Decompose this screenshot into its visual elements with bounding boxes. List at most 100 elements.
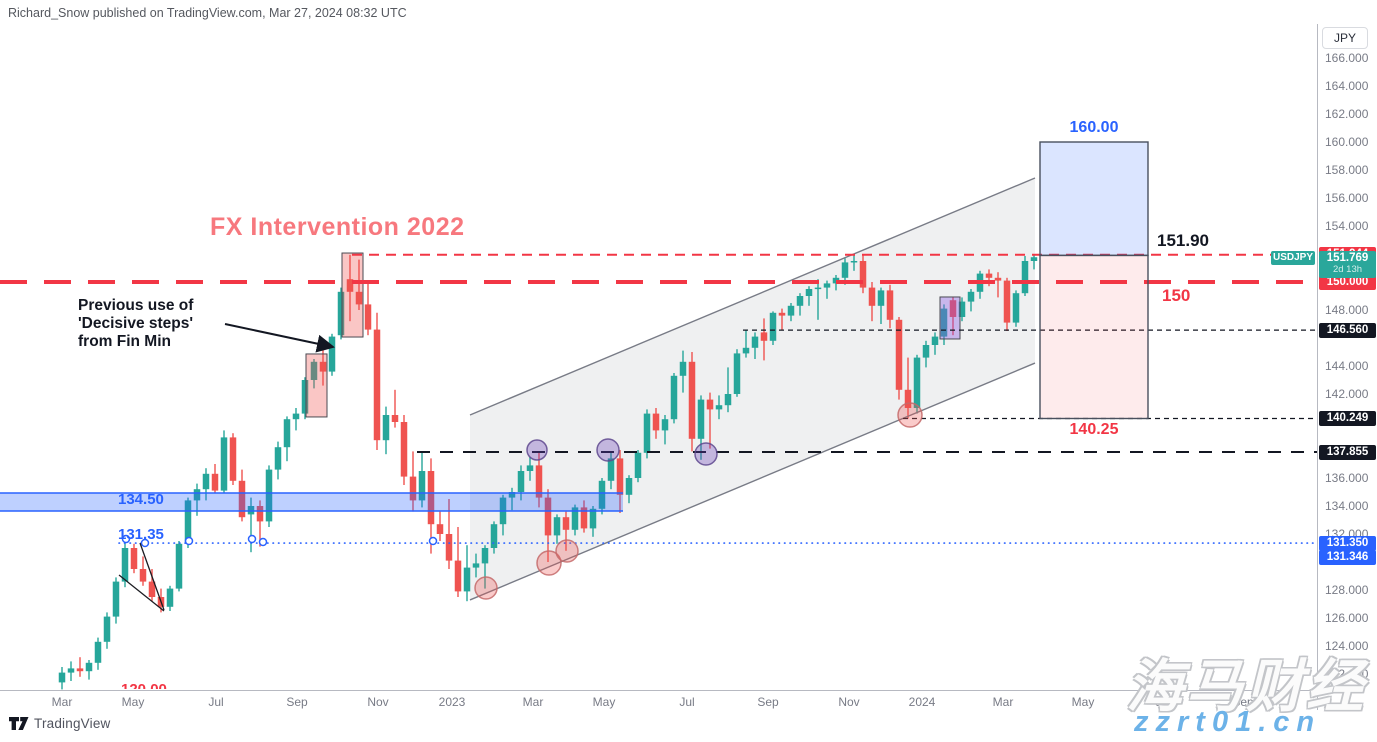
time-tick-Nov: Nov <box>367 695 389 709</box>
candle-body <box>661 419 669 431</box>
candle-body <box>553 517 561 536</box>
wedge-line <box>118 574 165 612</box>
candle-body <box>193 489 201 501</box>
price-tick: 142.000 <box>1325 387 1369 401</box>
candle-body <box>517 471 525 492</box>
candle-body <box>400 422 408 477</box>
time-tick-Mar: Mar <box>992 695 1014 709</box>
annotation-target-140-25: 140.25 <box>1069 421 1119 438</box>
line-handle-circle <box>258 537 268 547</box>
trend-channel-lower-line <box>469 362 1036 601</box>
candle-body <box>301 380 309 414</box>
annotation-level-151-90: 151.90 <box>1157 231 1209 250</box>
candle-body <box>1003 280 1011 323</box>
line-handle-circle <box>428 536 438 546</box>
candle-body <box>256 506 264 522</box>
price-tick: 160.000 <box>1325 135 1369 149</box>
price-label-131.350: 131.350 <box>1319 535 1376 551</box>
time-tick-Jul: Jul <box>679 695 695 709</box>
current-price-label: 151.769 2d 13h <box>1319 250 1376 278</box>
time-tick-Nov: Nov <box>838 695 860 709</box>
candle-body <box>733 353 741 394</box>
candle-body <box>292 413 300 420</box>
candle-body <box>571 507 579 530</box>
price-tick: 134.000 <box>1325 499 1369 513</box>
time-tick-2023: 2023 <box>438 695 466 709</box>
candle-body <box>220 437 228 491</box>
candle-body <box>769 312 777 341</box>
candle-body <box>580 507 588 529</box>
candle-body <box>562 517 570 530</box>
candle-body <box>202 473 210 490</box>
candle-body <box>526 465 534 471</box>
time-tick-Sep: Sep <box>286 695 308 709</box>
purple-touch-circle <box>596 438 620 462</box>
price-label-146.560: 146.560 <box>1319 322 1376 338</box>
candle-body <box>346 279 354 292</box>
line-handle-circle <box>184 536 194 546</box>
annotation-decisive-line1: Previous use of <box>78 297 194 314</box>
candle-body <box>166 588 174 607</box>
candle-body <box>904 389 912 408</box>
time-axis[interactable]: Mar May Jul Sep Nov 2023 Mar May Jul Sep Nov 2024 Ma… <box>0 690 1317 714</box>
candle-body <box>625 478 633 495</box>
candle-body <box>364 304 372 330</box>
candle-body <box>994 277 1002 281</box>
purple-touch-circle <box>694 442 718 466</box>
candle-body <box>706 399 714 410</box>
candle-body <box>58 672 66 683</box>
candle-body <box>967 291 975 302</box>
price-tick: 136.000 <box>1325 471 1369 485</box>
price-tick: 148.000 <box>1325 303 1369 317</box>
candle-body <box>697 399 705 439</box>
annotation-decisive-line3: from Fin Min <box>78 333 171 350</box>
candle-body <box>1021 261 1029 294</box>
candle-body <box>940 308 948 337</box>
candle-body <box>211 473 219 491</box>
current-price-value: 151.769 <box>1326 251 1369 264</box>
candle-body <box>112 581 120 617</box>
candle-body <box>373 329 381 441</box>
annotation-decisive-steps: Previous use of 'Decisive steps' from Fi… <box>78 297 193 351</box>
time-tick-May: May <box>121 695 145 709</box>
candle-body <box>103 616 111 642</box>
candle-body <box>985 273 993 278</box>
candle-body <box>319 361 327 372</box>
annotation-level-150: 150 <box>1162 286 1191 305</box>
tradingview-logo[interactable]: TradingView <box>8 716 111 731</box>
currency-button[interactable]: JPY <box>1322 27 1368 49</box>
publisher-line: Richard_Snow published on TradingView.co… <box>8 6 407 20</box>
candle-body <box>805 289 813 296</box>
time-tick-2024: 2024 <box>908 695 936 709</box>
annotation-line-131-35: 131.35 <box>118 526 164 543</box>
time-tick-Jul: Jul <box>1155 695 1171 709</box>
candle-body <box>1030 257 1038 261</box>
candle-body <box>121 548 129 582</box>
price-axis[interactable]: 166.000 164.000 162.000 160.000 158.000 156.0… <box>1317 24 1377 710</box>
symbol-price-tag: USDJPY <box>1271 251 1315 265</box>
watermark-site-url: zzrt01.cn <box>1134 706 1322 738</box>
purple-touch-circle <box>526 439 548 461</box>
pink-low-circle <box>474 576 498 600</box>
candle-body <box>877 290 885 306</box>
candle-body <box>787 305 795 316</box>
candle-body <box>76 668 84 672</box>
price-tick: 124.000 <box>1325 639 1369 653</box>
candle-body <box>643 413 651 453</box>
candle-body <box>589 508 597 529</box>
price-label-150.000: 150.000 <box>1319 274 1376 290</box>
jan-2024-consolidation-box <box>939 296 961 340</box>
candle-body <box>544 497 552 536</box>
watermark-site-name: 海马财经 <box>1126 655 1366 719</box>
candle-body <box>391 415 399 422</box>
target-box-140.25 <box>1039 254 1149 420</box>
candle-body <box>454 560 462 592</box>
trend-channel-upper-line <box>469 177 1036 416</box>
candle-body <box>886 290 894 320</box>
candle-body <box>427 471 435 525</box>
decisive-steps-arrow <box>224 323 335 353</box>
candle-body <box>229 437 237 481</box>
candle-body <box>337 291 345 336</box>
price-tick: 158.000 <box>1325 163 1369 177</box>
